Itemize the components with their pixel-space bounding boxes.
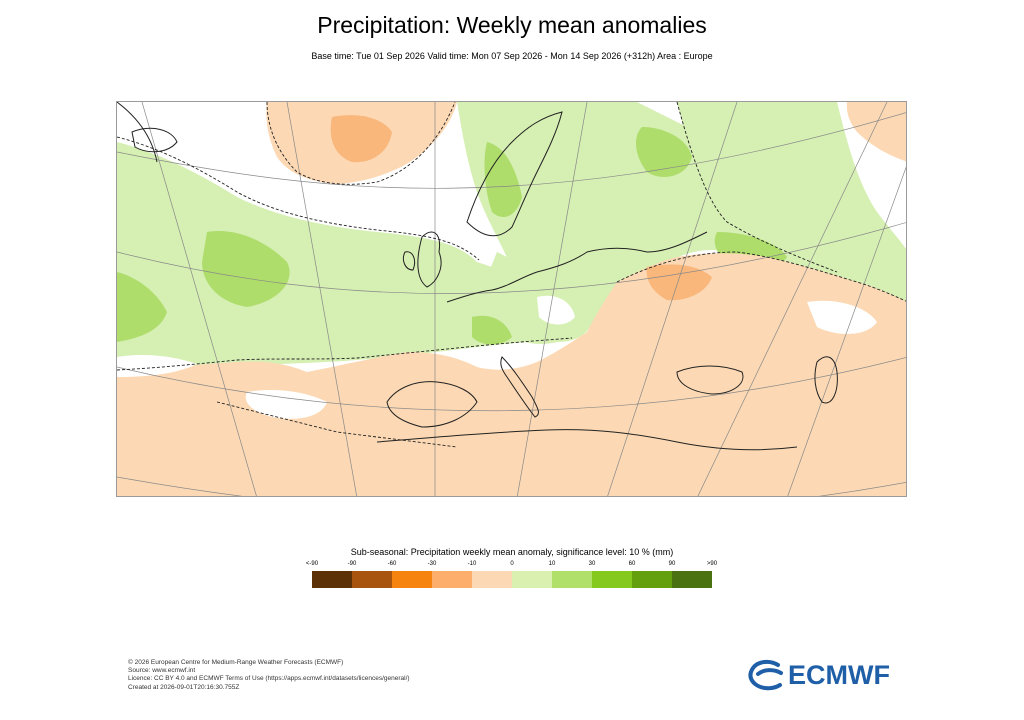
legend-tick: -10 xyxy=(467,561,477,567)
dry-patch-north-atlantic xyxy=(330,115,392,163)
non-significant-areas xyxy=(117,190,877,419)
dry-patch-ukraine xyxy=(646,264,712,301)
legend-tick: 90 xyxy=(668,561,676,567)
ecmwf-logo-icon xyxy=(748,659,783,691)
footer-licence: Licence: CC BY 4.0 and ECMWF Terms of Us… xyxy=(128,675,410,683)
legend-tick: 60 xyxy=(628,561,636,567)
southern-dry-region xyxy=(117,253,906,496)
wet-patch-scandinavia xyxy=(484,142,522,217)
legend-swatch xyxy=(472,571,512,588)
anomaly-map xyxy=(116,101,907,497)
wet-patch-alps xyxy=(472,315,512,345)
legend-tick: >90 xyxy=(706,561,718,567)
coastlines xyxy=(117,102,838,451)
footer-created: Created at 2026-09-01T20:16:30.755Z xyxy=(128,683,240,691)
anomaly-map-svg xyxy=(117,102,906,496)
legend-tick: 10 xyxy=(548,561,556,567)
wet-patch-2 xyxy=(202,231,290,307)
eastern-europe-wet-region xyxy=(677,102,906,302)
legend-tick: <-90 xyxy=(305,561,319,567)
legend-tick: -90 xyxy=(347,561,357,567)
legend-swatch xyxy=(512,571,552,588)
legend-swatch xyxy=(392,571,432,588)
legend-swatch xyxy=(432,571,472,588)
positive-anomaly-areas xyxy=(117,102,906,372)
legend-title: Sub-seasonal: Precipitation weekly mean … xyxy=(350,547,674,557)
legend-colorbar xyxy=(312,571,712,588)
northern-europe-wet-region xyxy=(457,102,906,342)
legend-tick: 30 xyxy=(588,561,596,567)
footer-copyright: © 2026 European Centre for Medium-Range … xyxy=(128,659,344,666)
legend-swatch xyxy=(672,571,712,588)
legend-swatch xyxy=(312,571,352,588)
ecmwf-logo: ECMWF xyxy=(748,659,898,691)
footer-credits: © 2026 European Centre for Medium-Range … xyxy=(128,659,410,692)
legend-swatch xyxy=(552,571,592,588)
ecmwf-logo-text: ECMWF xyxy=(788,660,890,690)
legend-swatch xyxy=(632,571,672,588)
wet-patch-finland xyxy=(635,127,692,177)
wet-patch-1 xyxy=(117,272,167,342)
legend-swatch xyxy=(592,571,632,588)
graticule xyxy=(117,102,906,496)
legend-ticks: <-90 -90 -60 -30 -10 0 10 30 60 90 >90 xyxy=(306,561,717,569)
legend-swatch xyxy=(352,571,392,588)
chart-title: Precipitation: Weekly mean anomalies xyxy=(317,12,707,38)
footer-source: Source: www.ecmwf.int xyxy=(128,667,196,675)
legend-tick: -60 xyxy=(387,561,397,567)
chart-subtitle: Base time: Tue 01 Sep 2026 Valid time: M… xyxy=(311,51,713,61)
negative-anomaly-areas xyxy=(117,102,906,496)
legend-tick: 0 xyxy=(510,561,514,567)
legend-tick: -30 xyxy=(427,561,437,567)
atlantic-wet-region xyxy=(117,142,587,372)
significance-contours xyxy=(117,102,906,448)
